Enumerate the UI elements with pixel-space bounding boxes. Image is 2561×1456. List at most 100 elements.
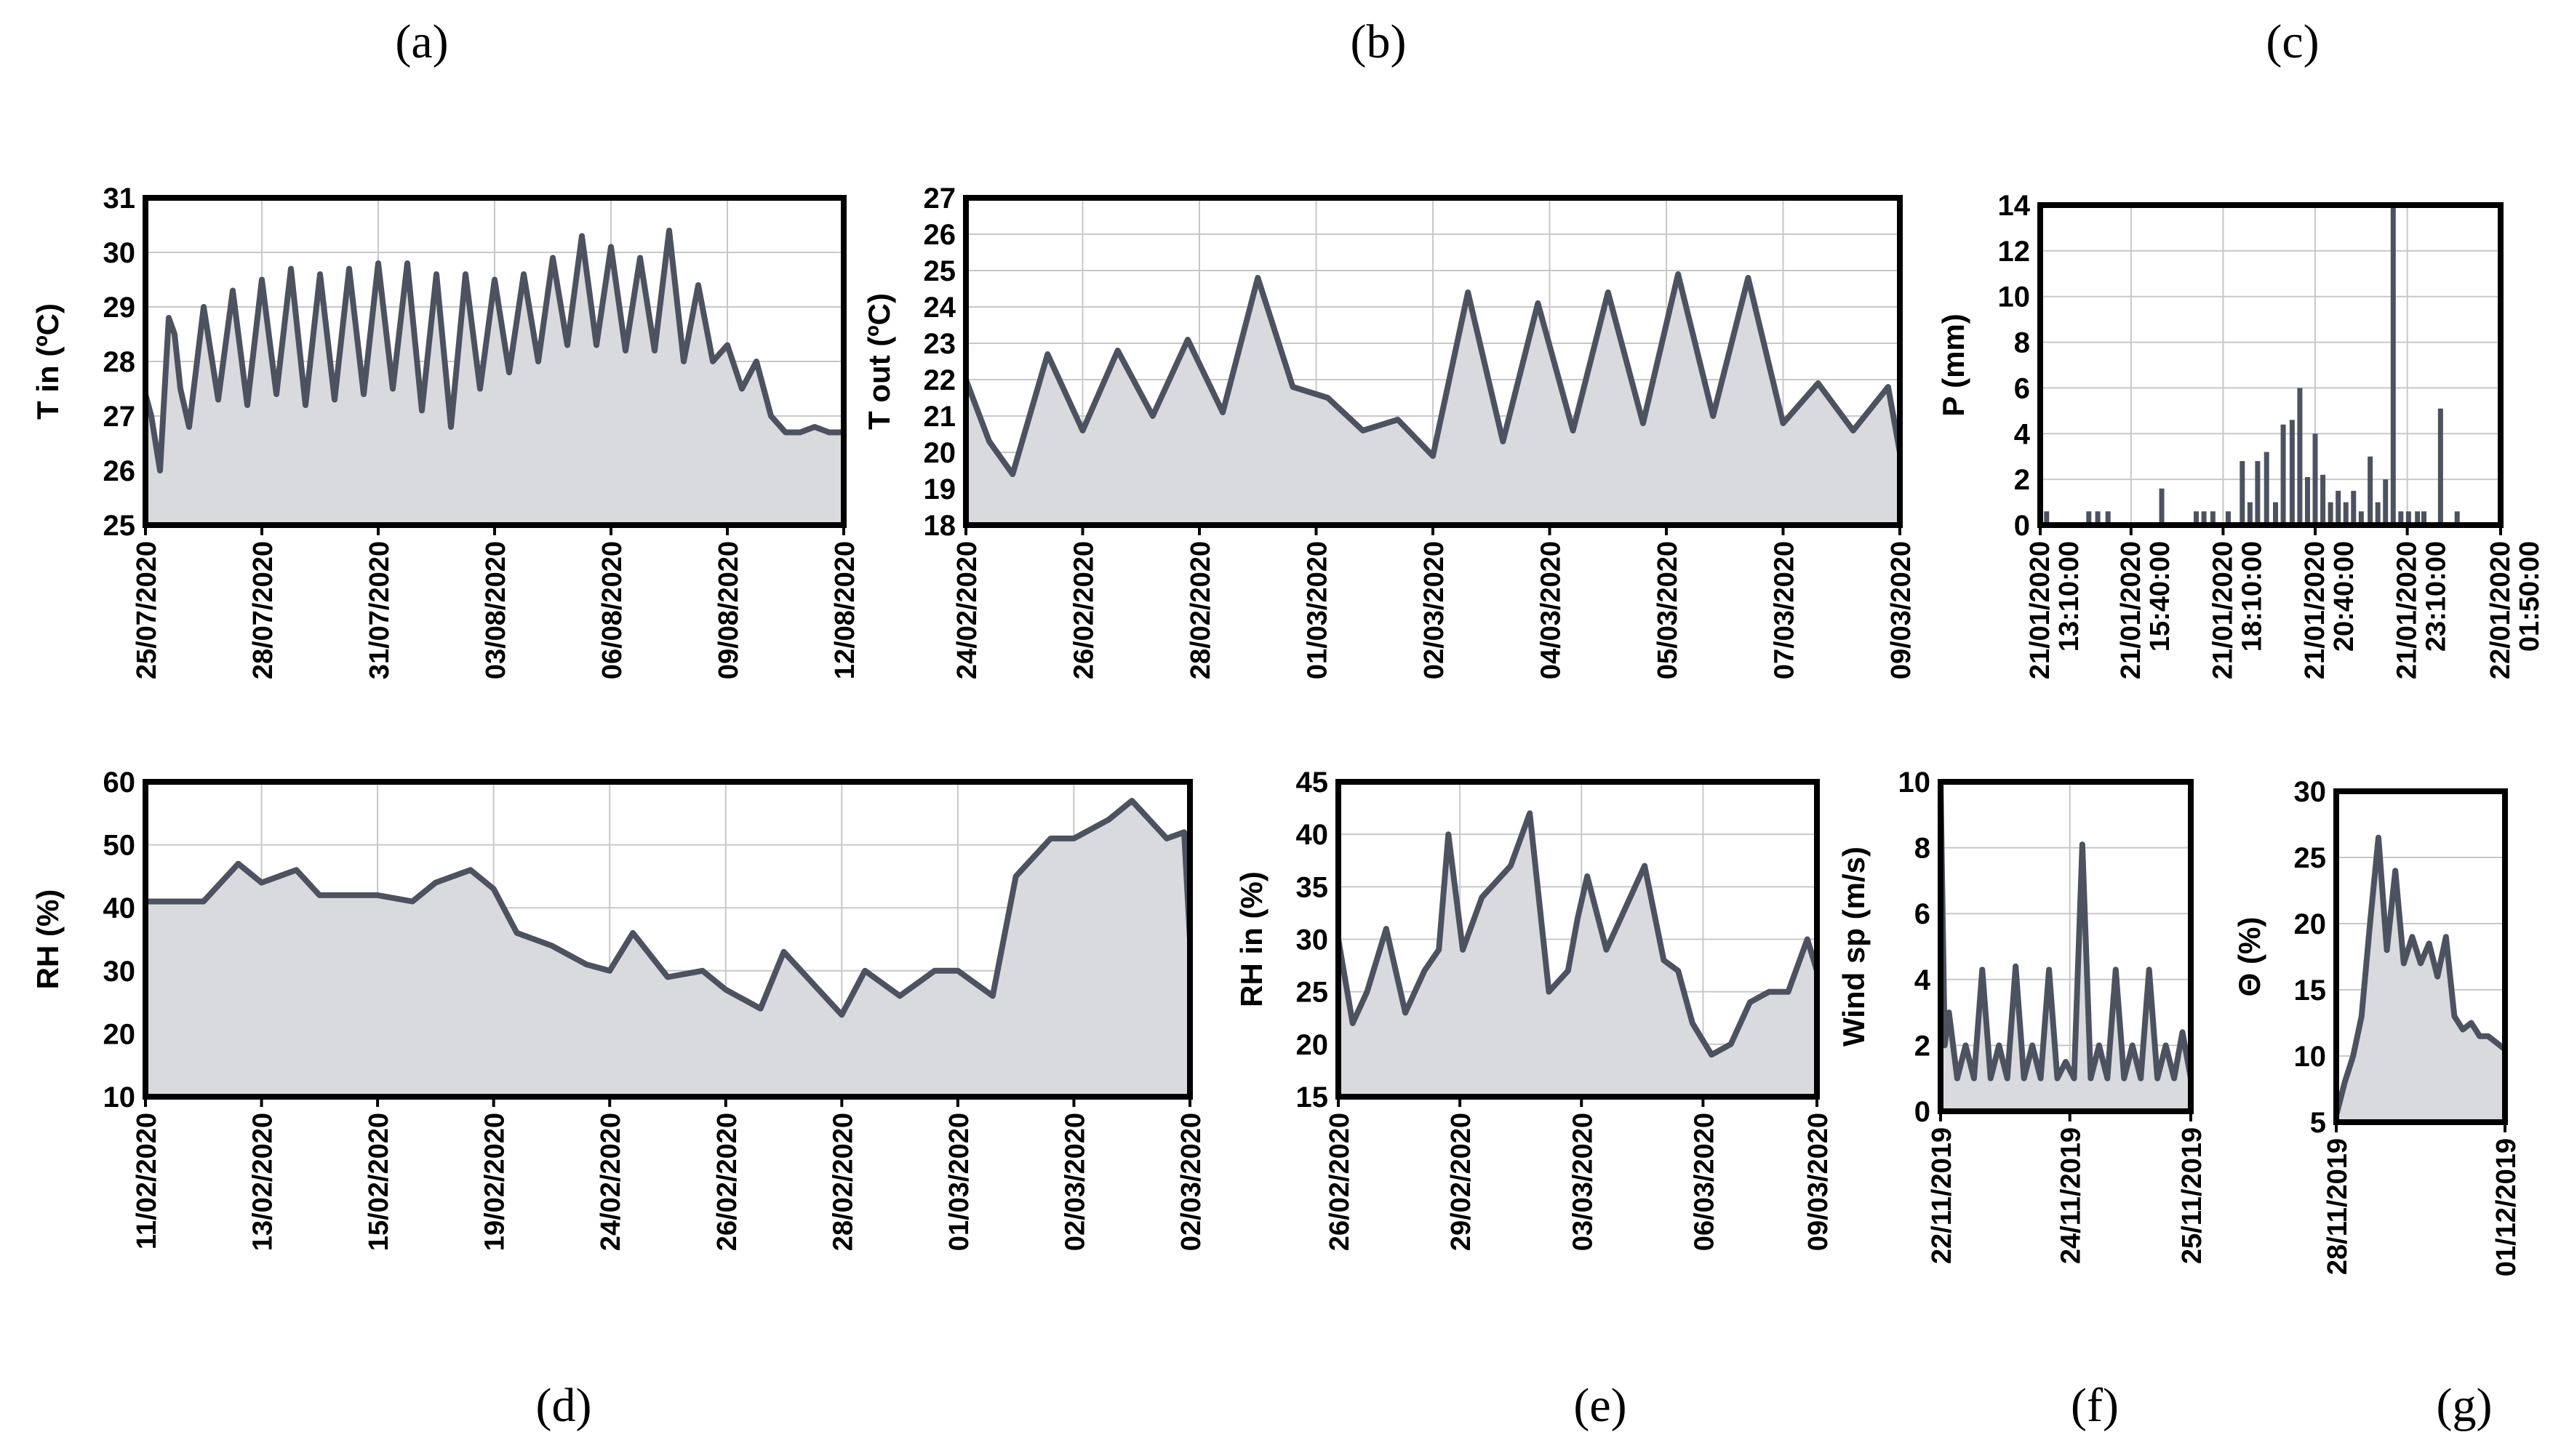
y-tick-label: 10 (1998, 281, 2031, 313)
bar (2086, 511, 2092, 525)
series-line (1335, 810, 1820, 1058)
x-tick-label: 28/07/2020 (248, 541, 279, 679)
bar (2095, 511, 2101, 525)
series-area (145, 801, 1190, 1097)
y-axis-label: T in (ºC) (31, 303, 65, 420)
y-tick-label: 28 (103, 346, 136, 378)
plot-frame (2037, 202, 2504, 528)
y-tick-label: 25 (1296, 977, 1329, 1009)
y-tick-label: 40 (1296, 819, 1329, 851)
x-tick-label: 06/03/2020 (1689, 1113, 1719, 1251)
y-tick-label: 2 (2014, 464, 2030, 496)
chart-panel-d: (d) 10 20 30 40 50 60 11/02/2020 13/02/2020 15/02… (31, 767, 1207, 1432)
x-tick-label: 11/02/2020 (132, 1113, 162, 1249)
panel-label-b: (b) (1351, 15, 1407, 68)
x-tick-label: 13:10:00 (2054, 541, 2085, 652)
y-tick-label: 19 (924, 473, 956, 505)
panel-label-a: (a) (395, 15, 448, 68)
x-tick-label: 29/02/2020 (1446, 1113, 1477, 1251)
y-tick-label: 30 (1296, 924, 1329, 956)
x-tick-label: 25/11/2019 (2177, 1127, 2208, 1264)
x-tick-label: 28/11/2019 (2322, 1138, 2353, 1275)
bar (2297, 388, 2303, 525)
y-tick-label: 10 (103, 1081, 136, 1113)
bar (2343, 502, 2349, 525)
y-tick-label: 26 (103, 455, 136, 487)
bar (2304, 477, 2310, 525)
y-tick-label: 2 (1914, 1030, 1930, 1062)
y-tick-label: 0 (2014, 510, 2030, 542)
bar (2240, 461, 2245, 525)
y-axis-label: Wind sp (m/s) (1837, 847, 1871, 1047)
x-tick-label: 21/01/2020 (2208, 541, 2238, 679)
y-axis-label: RH in (%) (1234, 871, 1268, 1007)
bar (2421, 511, 2426, 525)
y-tick-label: 20 (103, 1018, 136, 1050)
y-tick-label: 35 (1296, 871, 1329, 903)
x-tick-label: 03/03/2020 (1567, 1113, 1598, 1251)
x-tick-label: 15/02/2020 (364, 1113, 394, 1251)
bar (2320, 474, 2326, 525)
plot-frame (1938, 779, 2194, 1114)
bar (2383, 479, 2389, 525)
bar (2375, 502, 2381, 525)
y-tick-label: 15 (1296, 1081, 1329, 1113)
x-tick-label: 06/08/2020 (597, 541, 628, 679)
series-line (2333, 834, 2507, 1116)
y-tick-label: 15 (2294, 975, 2327, 1007)
chart-panel-b: (b) 18 19 20 21 22 23 24 25 26 27 24/02/2020 26/02/2… (862, 15, 1917, 679)
x-tick-label: 28/02/2020 (1186, 541, 1216, 679)
series-line (143, 228, 844, 473)
y-tick-label: 31 (103, 183, 136, 215)
y-tick-label: 4 (2014, 418, 2031, 450)
y-tick-label: 18 (924, 510, 956, 542)
plot-frame (2333, 788, 2508, 1125)
y-tick-label: 30 (103, 237, 136, 269)
bar (2398, 511, 2404, 525)
y-axis-label: Θ (%) (2232, 917, 2266, 997)
x-tick-label: 09/03/2020 (1803, 1113, 1834, 1251)
bar (2351, 490, 2357, 525)
y-tick-label: 6 (1914, 898, 1930, 930)
y-tick-label: 12 (1998, 236, 2031, 268)
bar (2044, 511, 2050, 525)
bar (2210, 511, 2216, 525)
y-tick-label: 25 (924, 255, 956, 287)
chart-panel-f: (f) 0 2 4 6 8 10 22/11/2019 24/11/2019 25/11/2019… (1837, 767, 2208, 1432)
bar (2159, 488, 2165, 525)
y-tick-label: 27 (924, 183, 956, 215)
x-tick-label: 12/08/2020 (830, 541, 860, 679)
x-tick-label: 26/02/2020 (1325, 1113, 1355, 1251)
bar (2194, 511, 2200, 525)
bar (2312, 433, 2318, 525)
series-area (1941, 782, 2191, 1111)
bar (2201, 511, 2207, 525)
x-tick-label: 21/01/2020 (2025, 541, 2055, 679)
y-tick-label: 21 (924, 401, 956, 433)
x-tick-label: 22/11/2019 (1927, 1127, 1957, 1264)
panel-label-c: (c) (2266, 15, 2319, 68)
bar (2273, 502, 2279, 525)
series-area (1338, 813, 1817, 1097)
x-tick-label: 20:40:00 (2329, 541, 2360, 652)
bar (2105, 511, 2111, 525)
panel-label-e: (e) (1573, 1379, 1626, 1432)
y-tick-label: 8 (1914, 833, 1930, 865)
y-tick-label: 40 (103, 892, 136, 924)
chart-panel-a: (a) 25 26 27 28 29 30 31 25/07/2020 28/07/2020 31/… (31, 15, 860, 679)
bar (2280, 424, 2286, 525)
x-tick-label: 01/03/2020 (1303, 541, 1333, 679)
y-axis-label: T out (ºC) (862, 293, 896, 430)
y-tick-label: 4 (1914, 964, 1931, 996)
bar (2437, 408, 2443, 525)
series-line (963, 271, 1903, 477)
bar (2368, 456, 2373, 525)
y-axis-label: RH (%) (31, 889, 65, 990)
panel-label-g: (g) (2437, 1379, 2493, 1432)
x-tick-label: 26/02/2020 (1069, 541, 1100, 679)
bar (2328, 502, 2333, 525)
x-tick-label: 02/03/2020 (1419, 541, 1450, 679)
y-tick-label: 25 (2294, 842, 2327, 874)
x-tick-label: 01/12/2019 (2491, 1138, 2522, 1276)
